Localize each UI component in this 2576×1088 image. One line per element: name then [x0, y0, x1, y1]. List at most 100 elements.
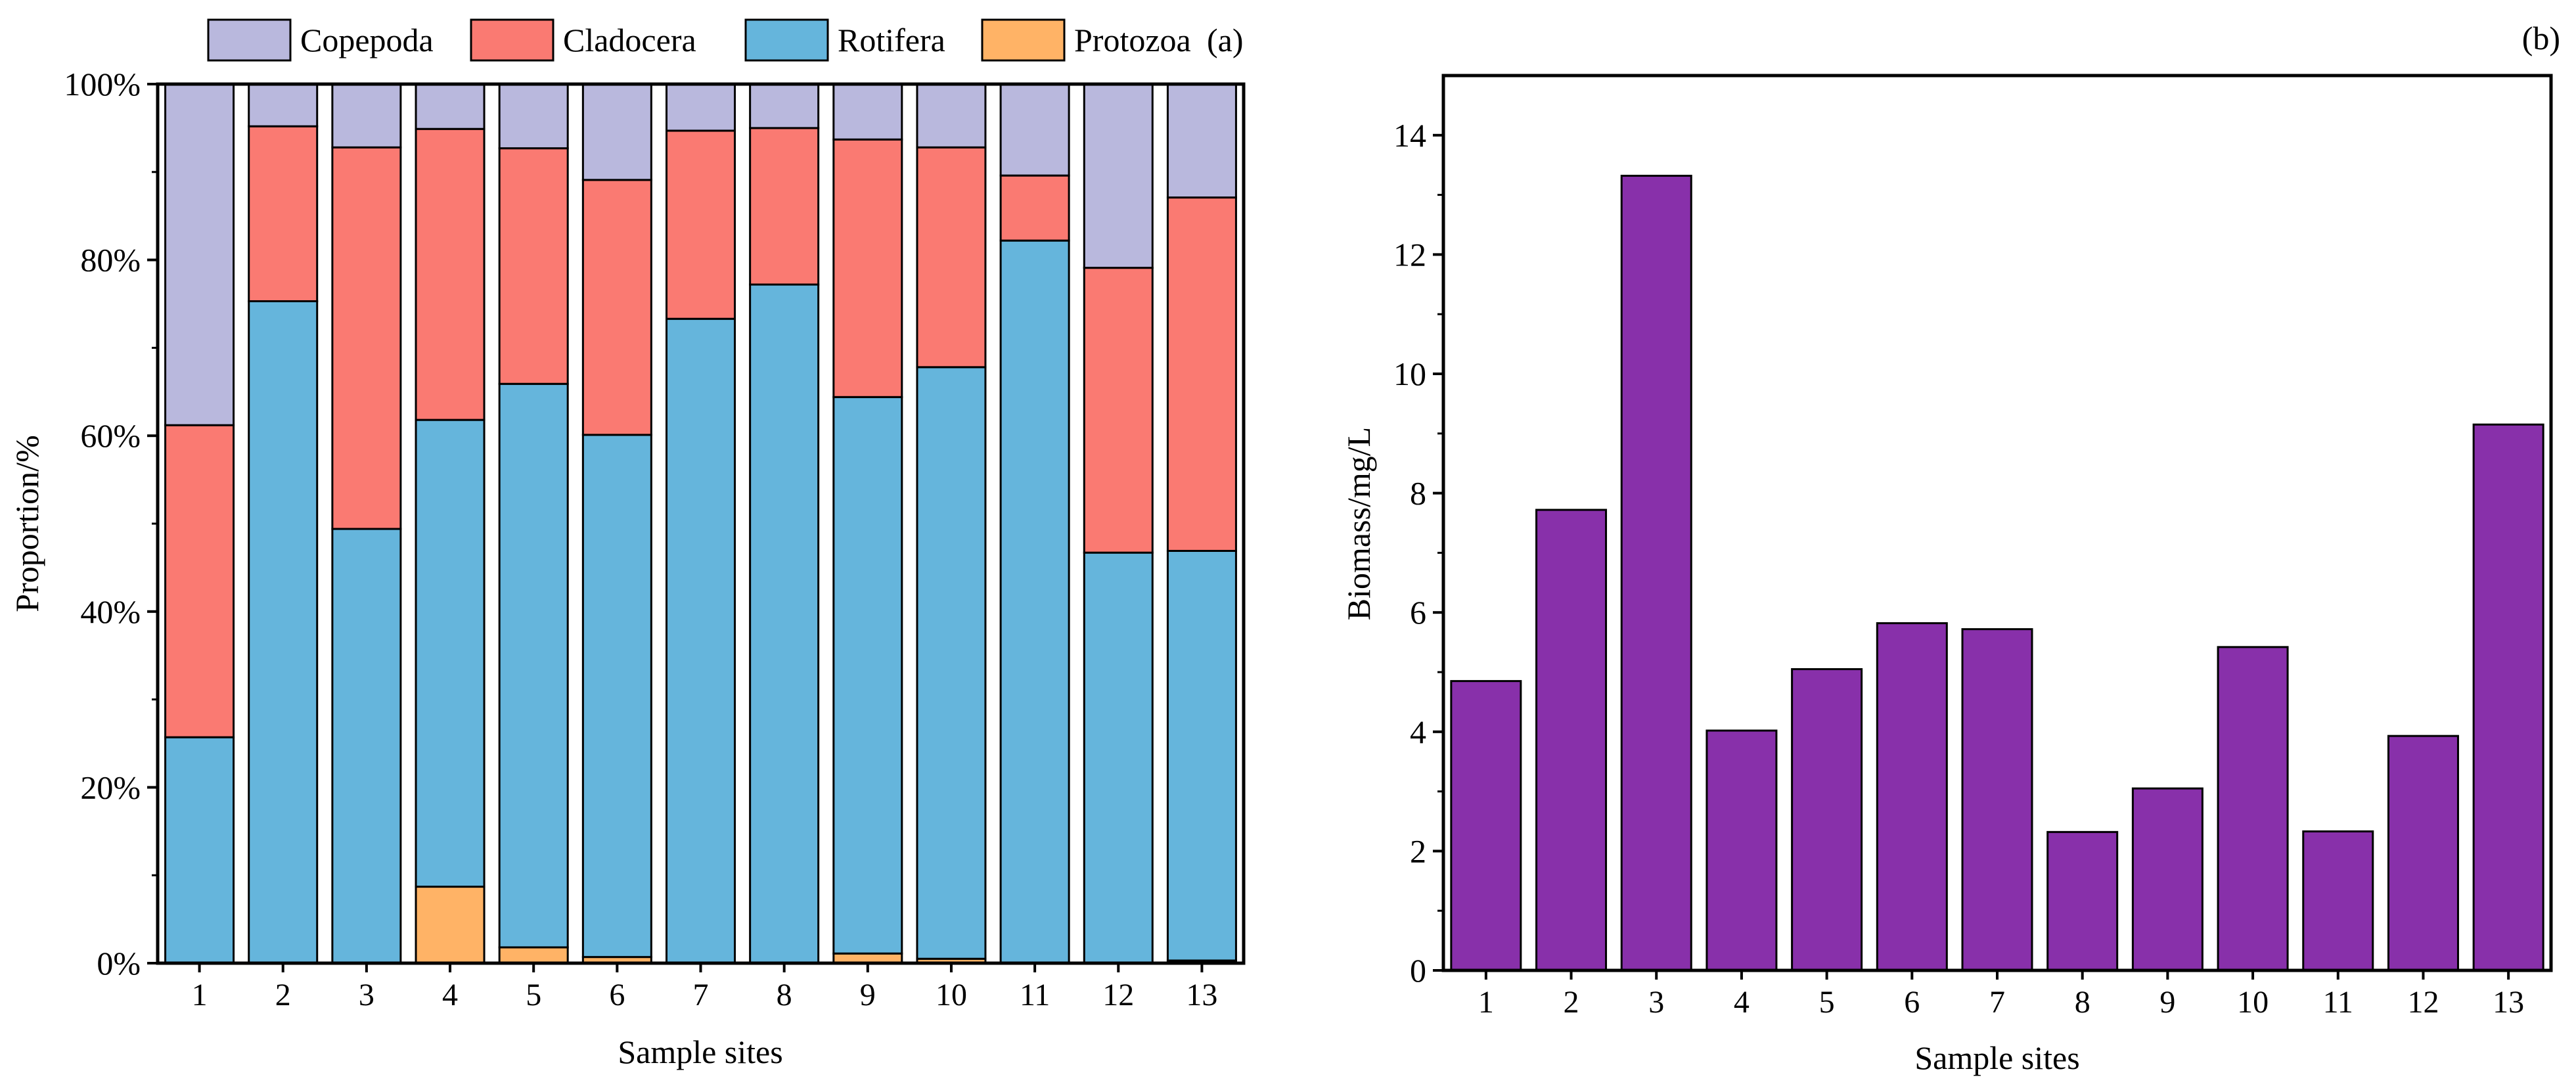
bar-segment-cladocera-site-3	[331, 146, 402, 530]
proportion-x-tick-label: 5	[526, 978, 541, 1012]
proportion-y-tick-label: 20%	[80, 769, 141, 805]
bar-segment-rotifera-site-10	[916, 366, 987, 960]
bar-segment-cladocera-site-13	[1166, 196, 1237, 552]
bar-segment-rotifera-site-13	[1166, 549, 1237, 962]
bar-segment-copepoda-site-1	[164, 83, 235, 426]
bar-segment-rotifera-site-7	[666, 317, 736, 964]
biomass-bar-site-8	[2046, 830, 2119, 972]
biomass-bar-site-9	[2131, 787, 2203, 972]
bar-segment-copepoda-site-9	[832, 83, 903, 141]
biomass-x-tick-label: 10	[2237, 985, 2269, 1020]
bar-segment-copepoda-site-10	[916, 83, 987, 148]
biomass-y-tick-label: 8	[1410, 475, 1426, 512]
legend-label-rotifera: Rotifera	[838, 22, 945, 58]
bar-segment-rotifera-site-9	[832, 396, 903, 955]
bar-segment-copepoda-site-11	[999, 83, 1070, 177]
bar-segment-cladocera-site-2	[248, 125, 319, 302]
proportion-x-tick-label: 4	[442, 978, 458, 1012]
proportion-x-axis-title: Sample sites	[618, 1033, 782, 1070]
biomass-bar-site-2	[1535, 509, 1608, 972]
proportion-bars	[164, 83, 1237, 964]
bar-segment-copepoda-site-12	[1083, 83, 1154, 269]
bar-segment-rotifera-site-3	[331, 528, 402, 964]
legend-item-copepoda: Copepoda	[207, 18, 434, 62]
biomass-x-tick-label: 5	[1819, 985, 1835, 1020]
biomass-x-tick-label: 4	[1734, 985, 1750, 1020]
biomass-x-tick-label: 7	[1989, 985, 2005, 1020]
proportion-x-tick-label: 1	[192, 978, 208, 1012]
legend-swatch-copepoda	[207, 18, 292, 62]
proportion-x-tick-label: 6	[609, 978, 625, 1012]
biomass-x-tick-label: 1	[1478, 985, 1494, 1020]
biomass-x-tick-label: 3	[1648, 985, 1664, 1020]
panel-label-b: (b)	[2522, 20, 2560, 57]
bar-segment-rotifera-site-4	[415, 419, 486, 888]
biomass-bar-site-7	[1961, 628, 2033, 972]
biomass-y-tick-label: 6	[1410, 594, 1426, 631]
biomass-x-tick-label: 13	[2493, 985, 2524, 1020]
bar-segment-copepoda-site-4	[415, 83, 486, 130]
proportion-y-axis-title: Proportion/%	[9, 435, 45, 612]
proportion-x-tick-label: 9	[860, 978, 876, 1012]
biomass-bars	[1450, 175, 2544, 972]
bar-segment-rotifera-site-5	[498, 382, 569, 949]
biomass-x-tick-label: 12	[2407, 985, 2439, 1020]
bar-segment-rotifera-site-1	[164, 736, 235, 964]
biomass-x-tick-label: 9	[2159, 985, 2175, 1020]
legend-item-rotifera: Rotifera	[744, 18, 945, 62]
biomass-y-tick-label: 12	[1393, 236, 1426, 273]
bar-segment-copepoda-site-5	[498, 83, 569, 150]
proportion-y-tick-label: 0%	[97, 945, 141, 982]
proportion-x-tick-label: 11	[1020, 978, 1050, 1012]
legend-item-protozoa: Protozoa (a)	[981, 18, 1244, 62]
legend-swatch-cladocera	[470, 18, 554, 62]
bar-segment-copepoda-site-6	[581, 83, 652, 181]
bar-segment-cladocera-site-8	[749, 127, 820, 286]
bar-segment-rotifera-site-8	[749, 283, 820, 964]
legend-label-copepoda: Copepoda	[300, 22, 434, 58]
proportion-y-tick-label: 100%	[64, 66, 141, 102]
proportion-chart: 1 2 3 4 5 6 7 8 9 10 11 12 130%20%40%60%80%100% Prop…	[9, 18, 1246, 1070]
biomass-x-tick-label: 11	[2323, 985, 2353, 1020]
biomass-y-axis-title: Biomass/mg/L	[1340, 427, 1377, 620]
biomass-y-tick-label: 2	[1410, 832, 1426, 869]
proportion-y-tick-label: 80%	[80, 242, 141, 279]
proportion-legend: Copepoda Cladocera Rotifera Protozoa (a)	[207, 18, 1244, 62]
proportion-x-tick-label: 2	[275, 978, 291, 1012]
proportion-x-tick-label: 8	[777, 978, 792, 1012]
biomass-bar-site-10	[2217, 646, 2289, 972]
proportion-x-tick-label: 13	[1186, 978, 1217, 1012]
bar-segment-protozoa-site-4	[415, 886, 486, 964]
biomass-bar-site-3	[1620, 175, 1692, 972]
proportion-x-tick-label: 12	[1102, 978, 1134, 1012]
biomass-bar-site-12	[2387, 735, 2459, 972]
legend-swatch-rotifera	[744, 18, 829, 62]
proportion-axis-ticks: 1 2 3 4 5 6 7 8 9 10 11 12 130%20%40%60%80%100%	[64, 66, 1217, 1012]
proportion-x-tick-label: 3	[359, 978, 374, 1012]
bar-segment-cladocera-site-5	[498, 147, 569, 385]
legend-label-protozoa: Protozoa	[1074, 22, 1191, 58]
biomass-bar-site-11	[2302, 830, 2374, 972]
biomass-bar-site-5	[1791, 668, 1863, 972]
legend-swatch-protozoa	[981, 18, 1066, 62]
bar-segment-copepoda-site-13	[1166, 83, 1237, 199]
biomass-bar-site-1	[1450, 680, 1522, 972]
panel-label-a: (a)	[1207, 22, 1244, 58]
biomass-y-tick-label: 14	[1393, 117, 1426, 154]
bar-segment-copepoda-site-8	[749, 83, 820, 129]
bar-segment-cladocera-site-12	[1083, 267, 1154, 554]
biomass-bar-site-13	[2472, 423, 2544, 972]
bar-segment-rotifera-site-6	[581, 434, 652, 959]
bar-segment-cladocera-site-1	[164, 424, 235, 738]
bar-segment-protozoa-site-5	[498, 946, 569, 964]
bar-segment-rotifera-site-11	[999, 239, 1070, 964]
biomass-y-tick-label: 0	[1410, 952, 1426, 989]
bar-segment-cladocera-site-9	[832, 138, 903, 398]
bar-segment-cladocera-site-11	[999, 174, 1070, 242]
legend-item-cladocera: Cladocera	[470, 18, 696, 62]
proportion-y-tick-label: 40%	[80, 593, 141, 630]
bar-segment-cladocera-site-10	[916, 146, 987, 369]
